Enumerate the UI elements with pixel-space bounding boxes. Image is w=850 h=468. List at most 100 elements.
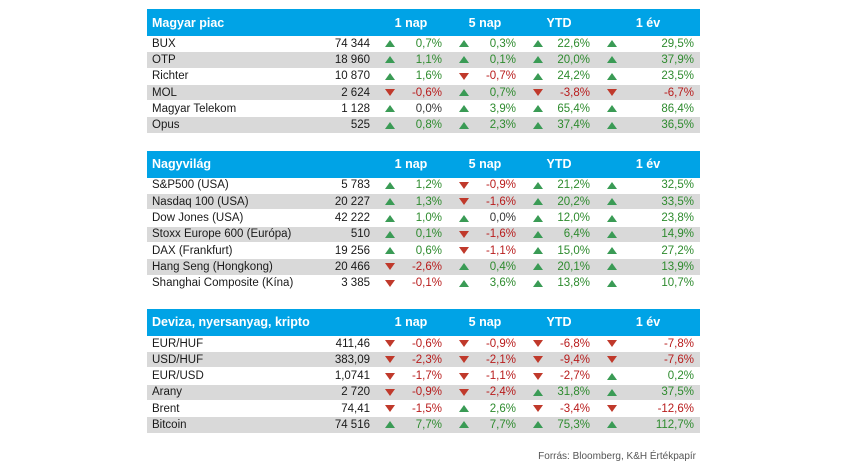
change-value: -12,6%	[657, 402, 694, 415]
change-value: 65,4%	[557, 102, 590, 115]
change-cell: -3,4%	[522, 403, 596, 415]
column-header: 1 év	[635, 315, 661, 330]
table-row: EUR/HUF 411,46 -0,6% -0,9% -6,8% -7,8%	[147, 336, 700, 353]
change-cell: 37,4%	[522, 119, 596, 131]
market-tables: Magyar piac 1 nap 5 nap YTD 1 év BUX 74 344 0,7…	[147, 9, 700, 434]
change-value: -1,6%	[485, 228, 516, 241]
triangle-up-icon	[385, 230, 395, 238]
change-cell: 12,0%	[522, 212, 596, 224]
triangle-up-icon	[385, 72, 395, 80]
change-value: -6,8%	[559, 337, 590, 350]
change-value: 12,0%	[557, 212, 590, 225]
triangle-down-icon	[459, 388, 469, 396]
triangle-up-icon	[607, 214, 617, 222]
section-header: Deviza, nyersanyag, kripto 1 nap 5 nap YTD 1…	[147, 308, 700, 336]
triangle-up-icon	[459, 121, 469, 129]
change-cell: 10,7%	[596, 277, 700, 289]
change-cell: 0,2%	[596, 370, 700, 382]
change-cell: -7,6%	[596, 354, 700, 366]
triangle-up-icon	[459, 279, 469, 287]
change-cell: 13,8%	[522, 277, 596, 289]
change-value: -2,3%	[411, 353, 442, 366]
instrument-value: 510	[350, 228, 370, 241]
change-cell: -0,7%	[448, 70, 522, 82]
instrument-name: Richter	[152, 70, 189, 83]
change-cell: 0,8%	[374, 119, 448, 131]
triangle-up-icon	[533, 72, 543, 80]
triangle-up-icon	[607, 198, 617, 206]
change-cell: -6,8%	[522, 338, 596, 350]
change-value: -0,9%	[485, 337, 516, 350]
triangle-up-icon	[533, 56, 543, 64]
triangle-up-icon	[533, 121, 543, 129]
change-value: 20,2%	[557, 195, 590, 208]
change-value: 0,0%	[489, 212, 516, 225]
change-cell: 20,2%	[522, 196, 596, 208]
section-title: Nagyvilág	[152, 157, 212, 172]
column-header: 5 nap	[468, 15, 502, 30]
triangle-up-icon	[607, 388, 617, 396]
instrument-value: 19 256	[334, 244, 370, 257]
triangle-down-icon	[385, 89, 395, 97]
instrument-value: 74 516	[334, 418, 370, 431]
triangle-up-icon	[385, 214, 395, 222]
triangle-down-icon	[385, 388, 395, 396]
change-value: 2,6%	[489, 402, 516, 415]
change-cell: 32,5%	[596, 179, 700, 191]
change-cell: 37,9%	[596, 54, 700, 66]
triangle-down-icon	[385, 405, 395, 413]
change-value: -9,4%	[559, 353, 590, 366]
triangle-down-icon	[459, 198, 469, 206]
change-value: 1,6%	[415, 70, 442, 83]
column-header: 5 nap	[468, 315, 502, 330]
triangle-up-icon	[533, 421, 543, 429]
change-value: 20,0%	[557, 53, 590, 66]
change-cell: 1,2%	[374, 179, 448, 191]
column-header: YTD	[546, 315, 572, 330]
change-value: 2,3%	[489, 119, 516, 132]
change-cell: -1,7%	[374, 370, 448, 382]
change-value: 0,7%	[415, 37, 442, 50]
source-note: Forrás: Bloomberg, K&H Értékpapír	[538, 451, 696, 462]
change-cell: 0,7%	[448, 87, 522, 99]
change-value: 22,6%	[557, 37, 590, 50]
change-value: -7,6%	[663, 353, 694, 366]
triangle-up-icon	[385, 181, 395, 189]
triangle-up-icon	[385, 421, 395, 429]
change-value: -1,1%	[485, 244, 516, 257]
instrument-name: DAX (Frankfurt)	[152, 244, 233, 257]
table-row: Richter 10 870 1,6% -0,7% 24,2% 23,5%	[147, 69, 700, 85]
triangle-down-icon	[607, 89, 617, 97]
triangle-up-icon	[385, 121, 395, 129]
instrument-value: 3 385	[341, 277, 370, 290]
triangle-down-icon	[533, 356, 543, 364]
change-value: 10,7%	[661, 277, 694, 290]
column-header: 1 nap	[394, 15, 428, 30]
triangle-up-icon	[607, 121, 617, 129]
section-table: Deviza, nyersanyag, kripto 1 nap 5 nap YTD 1…	[147, 308, 700, 434]
change-value: -1,6%	[485, 195, 516, 208]
triangle-up-icon	[607, 247, 617, 255]
triangle-up-icon	[533, 181, 543, 189]
triangle-down-icon	[459, 181, 469, 189]
instrument-value: 2 720	[341, 386, 370, 399]
triangle-down-icon	[385, 372, 395, 380]
section-header: Nagyvilág 1 nap 5 nap YTD 1 év	[147, 150, 700, 178]
change-value: 0,2%	[667, 370, 694, 383]
instrument-name: S&P500 (USA)	[152, 179, 229, 192]
change-value: 20,1%	[557, 260, 590, 273]
change-value: 0,3%	[489, 37, 516, 50]
instrument-value: 383,09	[334, 353, 370, 366]
triangle-up-icon	[459, 405, 469, 413]
triangle-down-icon	[459, 340, 469, 347]
triangle-down-icon	[459, 72, 469, 80]
change-cell: 7,7%	[374, 419, 448, 431]
change-cell: 2,6%	[448, 403, 522, 415]
change-cell: -0,9%	[374, 386, 448, 398]
instrument-name: EUR/HUF	[152, 337, 204, 350]
instrument-value: 20 466	[334, 260, 370, 273]
change-value: 37,9%	[661, 53, 694, 66]
change-value: 1,1%	[415, 53, 442, 66]
table-row: Brent 74,41 -1,5% 2,6% -3,4% -12,6%	[147, 401, 700, 418]
table-row: USD/HUF 383,09 -2,3% -2,1% -9,4% -7,6%	[147, 352, 700, 369]
